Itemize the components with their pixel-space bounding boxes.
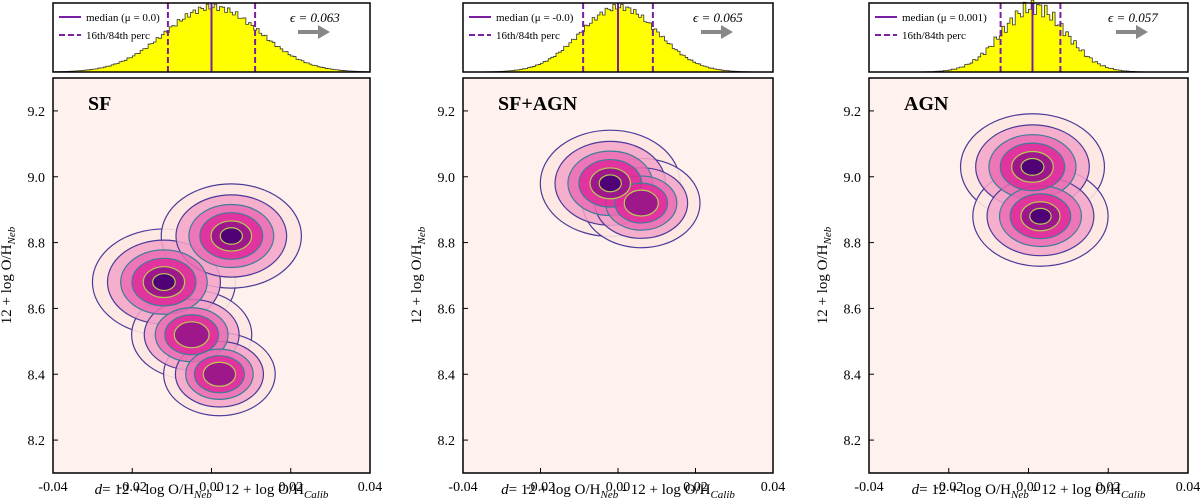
x-tick-label: -0.02 [118,480,147,495]
x-tick-label: 0.04 [761,480,786,495]
density-contour [1029,207,1052,225]
density-contour [1020,157,1045,176]
legend-median-label: median (μ = 0.001) [902,12,987,24]
density-contour [202,361,237,387]
y-tick-label: 9.2 [28,105,46,120]
histogram-3: median (μ = 0.001) 16th/84th perc ϵ = 0.05… [868,0,1189,73]
y-axis-label: 12 + log O/HNeb [0,226,18,324]
density-layer [959,113,1109,267]
x-tick-label: 0.00 [199,480,224,495]
y-axis-label: 12 + log O/HNeb [409,226,428,324]
x-tick-label: 0.02 [279,480,304,495]
y-tick-label: 8.2 [438,434,456,449]
x-axis-label: d= 12 + log O/HNeb - 12 + log O/HCalib [95,482,329,500]
y-tick-label: 9.0 [844,171,862,186]
epsilon-label: ϵ = 0.065 [693,10,743,25]
legend-perc-label: 16th/84th perc [496,30,560,42]
x-tick-label: 0.02 [1096,480,1121,495]
x-tick-label: -0.04 [38,480,67,495]
x-tick-label: 0.00 [606,480,631,495]
y-tick-label: 8.8 [28,237,46,252]
panel-3: -0.04 -0.02 0.00 0.02 0.04 8.2 8.4 8.6 8.8 9.0 9.2… [815,77,1200,500]
density-contour [152,273,176,292]
x-tick-label: -0.02 [526,480,555,495]
histogram-frame [462,2,774,73]
y-tick-label: 8.6 [844,302,862,317]
histogram-frame [868,2,1189,73]
y-tick-label: 8.6 [28,302,46,317]
y-tick-label: 8.6 [438,302,456,317]
x-axis-label: d= 12 + log O/HNeb - 12 + log O/HCalib [501,482,735,500]
density-contour [173,321,210,349]
y-tick-label: 8.8 [844,237,862,252]
x-tick-label: 0.00 [1016,480,1041,495]
y-tick-label: 8.2 [28,434,46,449]
epsilon-label: ϵ = 0.057 [1108,10,1158,25]
panel-label: SF [88,93,111,115]
panel-2: -0.04 -0.02 0.00 0.02 0.04 8.2 8.4 8.6 8.8 9.0 9.2… [409,77,786,500]
panel-1: -0.04 -0.02 0.00 0.02 0.04 8.2 8.4 8.6 8.8 9.0 9.2… [0,77,383,500]
density-contour [598,174,622,193]
panel-label: AGN [904,93,949,115]
histogram-2: median (μ = -0.0) 16th/84th perc ϵ = 0.065 [462,2,774,73]
epsilon-label: ϵ = 0.063 [290,10,340,25]
y-tick-label: 8.4 [844,368,862,383]
arrow-right-icon [701,25,733,39]
y-tick-label: 8.4 [438,368,456,383]
x-tick-label: -0.04 [854,480,883,495]
x-tick-label: 0.02 [683,480,708,495]
y-tick-label: 9.2 [844,105,862,120]
x-tick-label: -0.04 [448,480,477,495]
y-tick-label: 8.8 [438,237,456,252]
y-tick-label: 8.2 [844,434,862,449]
histogram-frame [52,2,371,73]
y-axis-label: 12 + log O/HNeb [815,226,834,324]
x-axis-label: d= 12 + log O/HNeb - 12 + log O/HCalib [912,482,1146,500]
y-tick-label: 8.4 [28,368,46,383]
density-layer [91,183,303,417]
y-tick-label: 9.0 [438,171,456,186]
legend-perc-label: 16th/84th perc [902,30,966,42]
y-tick-label: 9.2 [438,105,456,120]
density-contour [623,189,659,217]
density-contour [219,227,243,245]
legend-perc-label: 16th/84th perc [86,30,150,42]
density-layer [539,129,701,249]
y-tick-label: 9.0 [28,171,46,186]
x-tick-label: -0.02 [934,480,963,495]
legend-median-label: median (μ = 0.0) [86,12,160,24]
legend-median-label: median (μ = -0.0) [496,12,574,24]
x-tick-label: 0.04 [1176,480,1200,495]
arrow-right-icon [1116,25,1148,39]
panel-label: SF+AGN [498,93,578,115]
arrow-right-icon [298,25,330,39]
x-tick-label: 0.04 [358,480,383,495]
histogram-1: median (μ = 0.0) 16th/84th perc ϵ = 0.063 [52,2,371,73]
